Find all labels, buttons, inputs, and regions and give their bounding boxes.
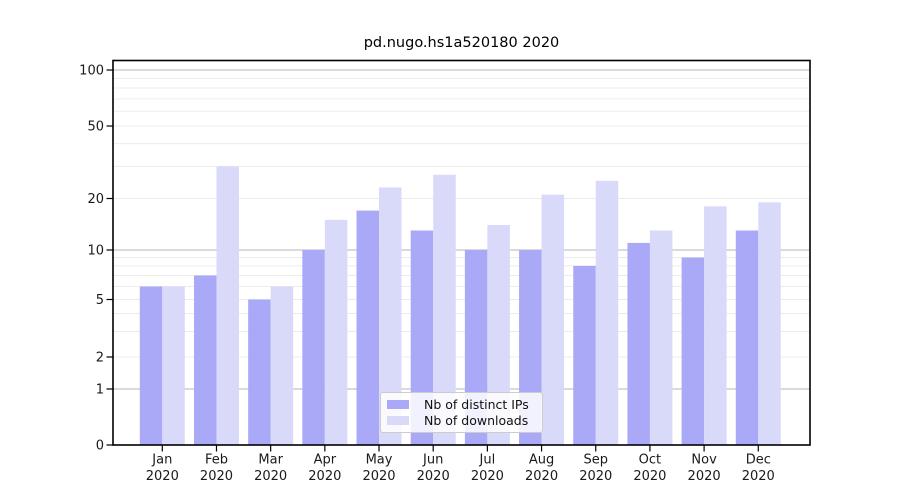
bar-downloads-feb [216,166,239,445]
bar-downloads-jul [487,225,510,445]
x-tick-label-year: 2020 [471,469,504,484]
chart-title: pd.nugo.hs1a520180 2020 [363,35,560,51]
x-tick-label-month: Sep [583,453,608,468]
x-tick-label-year: 2020 [146,469,179,484]
bar-distinct-ips-dec [735,230,759,445]
x-tick-label-year: 2020 [688,469,721,484]
x-tick-label-month: Mar [258,453,283,468]
bar-downloads-dec [758,202,781,445]
y-tick-label: 0 [96,439,104,454]
x-tick-label-month: Jun [422,453,443,468]
bar-downloads-mar [270,286,294,445]
bar-distinct-ips-jun [410,230,434,445]
bar-downloads-nov [704,206,727,445]
bar-downloads-may [379,187,402,445]
y-tick-label: 100 [79,64,104,79]
x-tick-label-month: May [366,453,393,468]
y-tick-label: 20 [87,192,104,207]
chart-legend: Nb of distinct IPs Nb of downloads [380,392,543,433]
x-tick-label-year: 2020 [200,469,233,484]
x-tick-label-month: Feb [205,453,228,468]
y-tick-label: 10 [87,244,104,259]
x-tick-label-year: 2020 [362,469,395,484]
x-tick-label-month: Dec [746,453,771,468]
x-tick-label-month: Jul [479,453,496,468]
x-tick-label-month: Aug [529,453,554,468]
bar-distinct-ips-apr [302,250,325,445]
bar-distinct-ips-nov [681,257,705,445]
x-tick-label-month: Apr [314,453,337,468]
y-tick-label: 5 [96,293,104,308]
bar-distinct-ips-oct [627,242,650,445]
x-tick-label-year: 2020 [254,469,287,484]
plot-frame [112,59,811,446]
y-tick-label: 1 [96,383,104,398]
bar-distinct-ips-jan [139,286,163,445]
bar-distinct-ips-sep [573,265,596,445]
legend-item-distinct-ips: Nb of distinct IPs [387,396,542,413]
x-tick-label-year: 2020 [417,469,450,484]
bar-downloads-apr [324,219,348,445]
legend-item-downloads: Nb of downloads [387,413,542,430]
bar-downloads-jan [162,286,185,445]
x-tick-label-month: Jan [151,453,172,468]
x-tick-label-month: Nov [691,453,717,468]
y-tick-label: 2 [96,351,104,366]
bar-downloads-aug [541,194,565,445]
x-tick-label-year: 2020 [633,469,666,484]
legend-label-distinct-ips: Nb of distinct IPs [424,396,529,412]
bar-downloads-jun [433,174,456,446]
bar-distinct-ips-mar [248,299,271,445]
bar-distinct-ips-feb [193,275,217,445]
x-tick-label-year: 2020 [742,469,775,484]
bar-distinct-ips-may [356,210,380,445]
bar-downloads-oct [649,230,673,445]
legend-swatch-downloads-icon [387,416,409,426]
bar-downloads-sep [595,180,619,446]
x-tick-label-month: Oct [639,453,661,468]
x-tick-label-year: 2020 [525,469,558,484]
legend-label-downloads: Nb of downloads [424,413,529,429]
y-tick-label: 50 [87,120,104,135]
x-tick-label-year: 2020 [579,469,612,484]
legend-swatch-ips-icon [387,399,409,409]
x-tick-label-year: 2020 [308,469,341,484]
